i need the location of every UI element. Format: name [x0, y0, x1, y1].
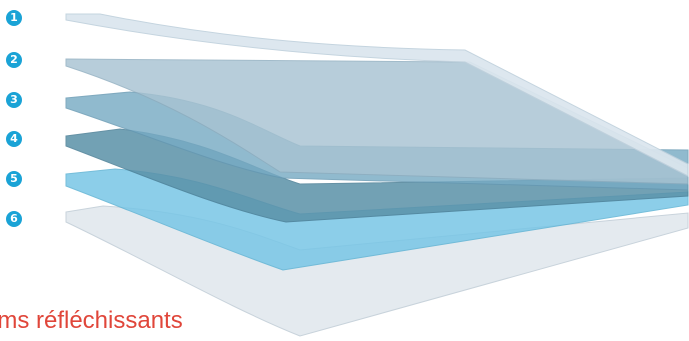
layer-1-sheet [65, 13, 689, 177]
layer-number-badge-3: 3 [6, 92, 22, 108]
layer-number-badge-4: 4 [6, 131, 22, 147]
layer-number-badge-6: 6 [6, 211, 22, 227]
layer-number-badge-1: 1 [6, 10, 22, 26]
layer-number-badge-5: 5 [6, 171, 22, 187]
caption-title: lms réfléchissants [0, 307, 183, 334]
layer-number-badge-2: 2 [6, 52, 22, 68]
layer-2-sheet [65, 58, 689, 185]
